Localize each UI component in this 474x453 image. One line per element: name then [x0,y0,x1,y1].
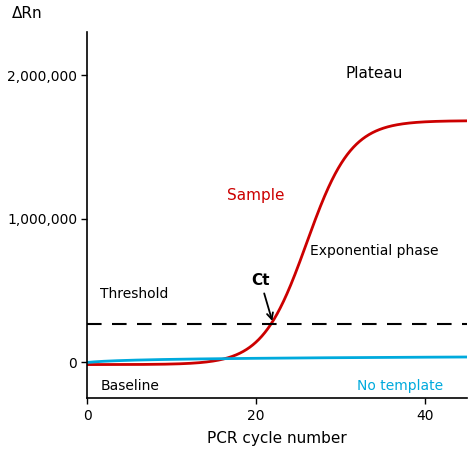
Text: No template: No template [356,380,443,393]
X-axis label: PCR cycle number: PCR cycle number [208,431,347,446]
Text: Plateau: Plateau [346,66,403,82]
Text: ΔRn: ΔRn [11,6,42,21]
Text: Sample: Sample [227,188,284,203]
Text: Baseline: Baseline [100,380,159,393]
Text: Threshold: Threshold [100,287,169,301]
Text: Ct: Ct [251,273,273,319]
Text: Exponential phase: Exponential phase [310,244,438,258]
